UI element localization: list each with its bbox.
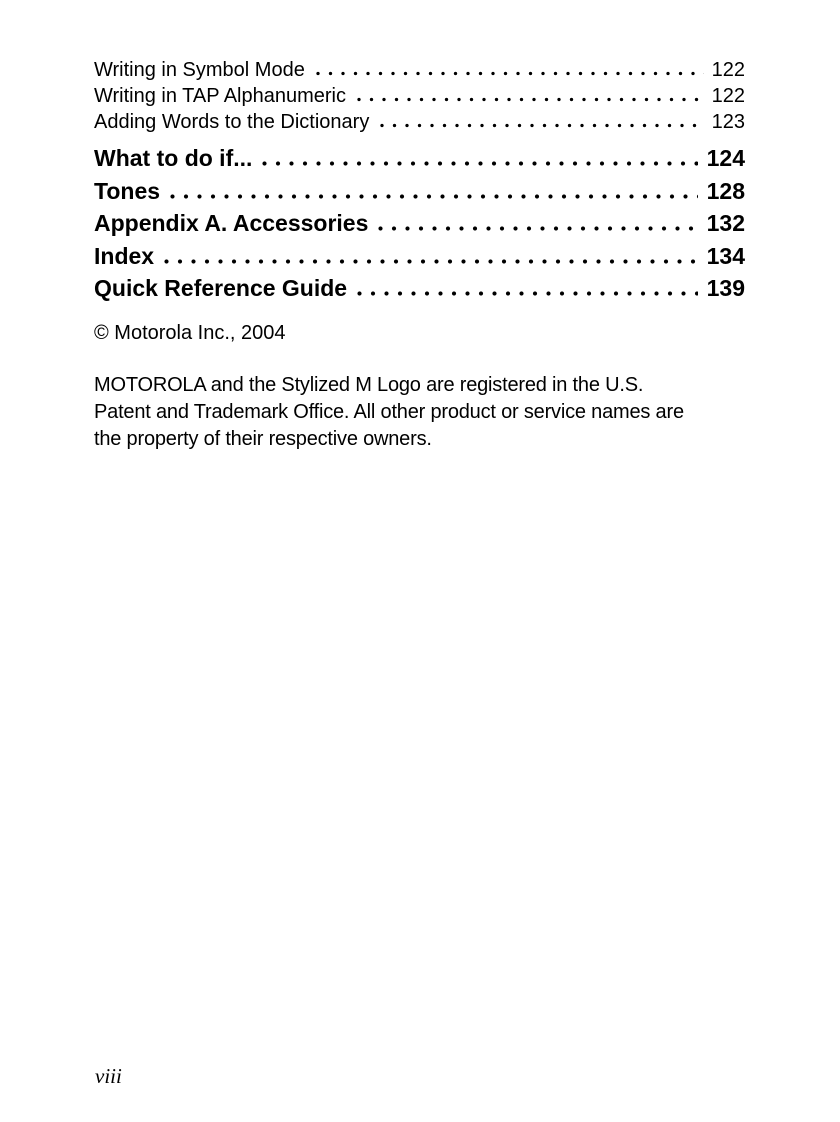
dot-leader	[258, 161, 698, 166]
toc-entry-page-number: 124	[706, 145, 745, 171]
toc-entry: What to do if... 124	[94, 142, 745, 175]
dot-leader	[376, 123, 704, 128]
toc-entry: Index 134	[94, 240, 745, 273]
page-content: Writing in Symbol Mode 122 Writing in TA…	[94, 57, 745, 453]
toc-entry: Adding Words to the Dictionary 123	[94, 109, 745, 135]
toc-entry-title: Writing in Symbol Mode	[94, 59, 305, 81]
toc-entry-page-number: 134	[706, 242, 745, 269]
trademark-notice: MOTOROLA and the Stylized M Logo are reg…	[94, 372, 745, 453]
toc-list: Writing in Symbol Mode 122 Writing in TA…	[94, 57, 745, 305]
toc-entry: Appendix A. Accessories 132	[94, 207, 745, 240]
toc-entry-title: Index	[94, 242, 155, 269]
trademark-notice-line: MOTOROLA and the Stylized M Logo are reg…	[94, 373, 644, 396]
toc-entry: Quick Reference Guide 139	[94, 272, 745, 305]
toc-entry: Writing in TAP Alphanumeric 122	[94, 83, 745, 109]
toc-entry-title: What to do if...	[94, 145, 253, 171]
dot-leader	[353, 291, 698, 296]
dot-leader	[166, 193, 698, 199]
toc-entry-page-number: 128	[706, 177, 745, 204]
toc-entry-page-number: 132	[706, 210, 745, 236]
dot-leader	[374, 226, 698, 231]
toc-entry-page-number: 123	[711, 111, 745, 133]
toc-entry-page-number: 122	[711, 59, 745, 81]
toc-entry: Writing in Symbol Mode 122	[94, 57, 745, 83]
page-number-footer: viii	[95, 1064, 122, 1088]
toc-entry-title: Adding Words to the Dictionary	[94, 111, 370, 133]
toc-entry-title: Tones	[94, 177, 161, 204]
toc-entry-page-number: 122	[711, 85, 745, 107]
dot-leader	[311, 71, 704, 76]
toc-entry-page-number: 139	[706, 275, 745, 301]
copyright-line: © Motorola Inc., 2004	[94, 321, 286, 344]
toc-entry-title: Writing in TAP Alphanumeric	[94, 85, 346, 107]
toc-entry-title: Quick Reference Guide	[94, 275, 348, 301]
toc-entry: Tones 128	[94, 175, 745, 208]
dot-leader	[160, 258, 698, 264]
dot-leader	[352, 97, 704, 102]
toc-entry-title: Appendix A. Accessories	[94, 210, 369, 236]
trademark-notice-line: the property of their respective owners.	[94, 427, 432, 450]
trademark-notice-line: Patent and Trademark Office. All other p…	[94, 400, 684, 423]
